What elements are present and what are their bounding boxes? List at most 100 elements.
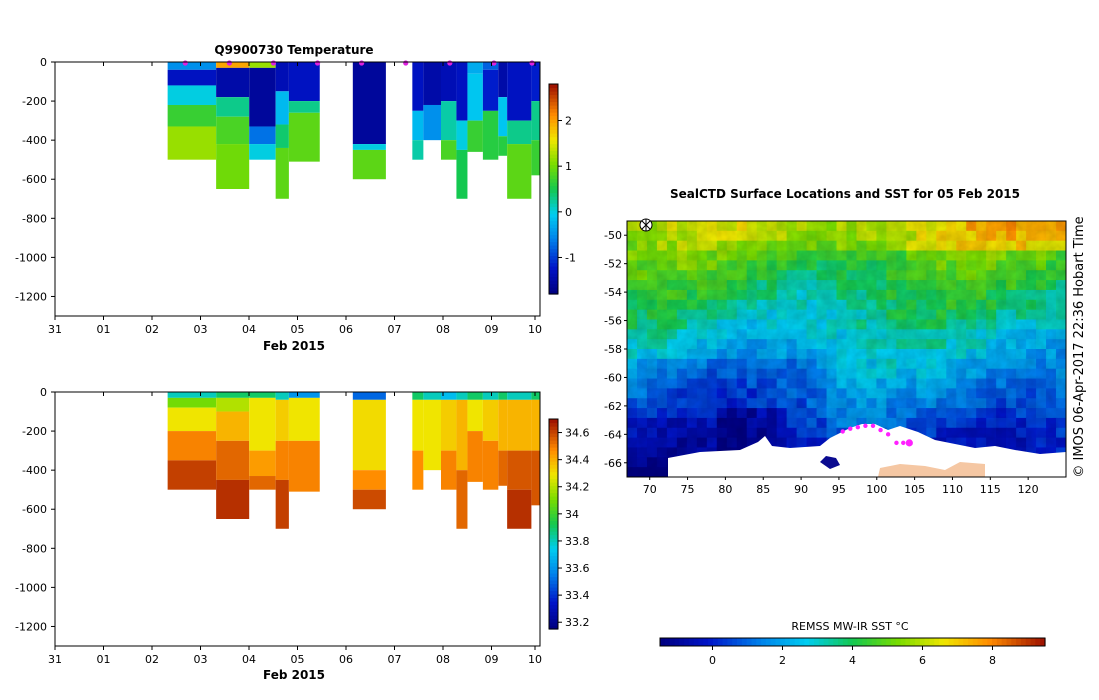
y-tick-label-6: -1200 <box>15 290 47 303</box>
colorbar-step-29 <box>549 524 558 529</box>
profile-marker-1 <box>226 60 232 66</box>
colorbar-step-40 <box>549 485 558 490</box>
profile-3-layer-3 <box>275 147 289 199</box>
profile-3-layer-1 <box>275 91 289 125</box>
profile-0-layer-3 <box>167 104 217 127</box>
colorbar-step-46 <box>549 129 558 134</box>
profile-2-layer-0 <box>249 392 276 398</box>
sst-colorbar-step-9 <box>703 638 709 646</box>
colorbar-tick-label-0: -1 <box>565 251 576 264</box>
lat-tick-label-4: -58 <box>604 343 622 356</box>
sst-colorbar-step-79 <box>1040 638 1046 646</box>
colorbar-step-39 <box>549 489 558 494</box>
temperature-cells <box>167 62 541 199</box>
colorbar-step-44 <box>549 136 558 141</box>
colorbar-step-43 <box>549 475 558 480</box>
sst-colorbar-step-6 <box>688 638 695 646</box>
north-arrow-icon <box>639 218 653 232</box>
colorbar-step-6 <box>549 604 558 609</box>
sst-colorbar-label: REMSS MW-IR SST °C <box>791 620 909 633</box>
colorbar-step-41 <box>549 482 558 487</box>
x-tick-label-8: 08 <box>436 323 450 336</box>
profile-13-layer-2 <box>507 144 532 199</box>
temperature-title: Q9900730 Temperature <box>214 43 373 57</box>
sst-colorbar-step-3 <box>674 638 680 646</box>
sst-colorbar-step-17 <box>741 638 748 646</box>
seal-location-6 <box>885 432 891 437</box>
colorbar-step-11 <box>549 252 558 257</box>
profile-0-layer-2 <box>167 85 217 105</box>
sst-colorbar-step-54 <box>919 638 926 646</box>
colorbar-step-10 <box>549 255 558 260</box>
seal-location-3 <box>863 423 868 428</box>
sst-colorbar-step-66 <box>977 638 984 646</box>
profile-3-layer-2 <box>275 440 289 480</box>
profile-10-layer-2 <box>467 431 483 482</box>
colorbar-step-18 <box>549 227 558 232</box>
sst-colorbar-step-8 <box>698 638 704 646</box>
colorbar-step-54 <box>549 101 558 106</box>
sst-colorbar-step-68 <box>987 638 993 646</box>
sst-colorbar-step-27 <box>789 638 796 646</box>
colorbar-step-8 <box>549 597 558 602</box>
profile-13-layer-1 <box>507 399 532 451</box>
profile-2-layer-3 <box>249 476 276 490</box>
sst-colorbar-step-39 <box>847 638 854 646</box>
colorbar-step-58 <box>549 422 558 427</box>
profile-10-layer-1 <box>467 73 483 121</box>
sst-colorbar-step-43 <box>866 638 873 646</box>
colorbar-step-36 <box>549 164 558 169</box>
lon-tick-label-7: 105 <box>904 483 925 496</box>
profile-11-layer-0 <box>482 392 499 400</box>
sst-colorbar-step-25 <box>780 638 786 646</box>
colorbar-step-51 <box>549 447 558 452</box>
profile-0-layer-4 <box>167 126 217 160</box>
profile-14-layer-0 <box>531 392 541 400</box>
profile-4-layer-0 <box>288 392 320 398</box>
land-area <box>878 462 985 477</box>
y-tick-label-1: -200 <box>22 425 47 438</box>
colorbar-tick-label-7: 34.6 <box>565 427 590 440</box>
profile-11-layer-1 <box>482 69 499 111</box>
profile-4-layer-1 <box>288 101 320 113</box>
profile-2-layer-2 <box>249 126 276 145</box>
sst-colorbar-step-21 <box>761 638 767 646</box>
colorbar-step-5 <box>549 608 558 613</box>
colorbar-step-34 <box>549 171 558 176</box>
profile-1-layer-3 <box>216 116 250 145</box>
colorbar-step-32 <box>549 513 558 518</box>
colorbar-step-45 <box>549 468 558 473</box>
colorbar-step-11 <box>549 587 558 592</box>
colorbar-step-23 <box>549 545 558 550</box>
sst-colorbar-step-48 <box>891 638 897 646</box>
profile-8-layer-0 <box>441 62 457 102</box>
profile-13-layer-2 <box>507 450 532 490</box>
temperature-panel: Q9900730 Temperature 0 -200 -400 -600 -800 -1… <box>15 43 576 353</box>
profile-marker-6 <box>447 60 453 66</box>
sst-colorbar-step-46 <box>881 638 887 646</box>
profile-1-layer-2 <box>216 411 250 441</box>
y-tick-label-0: 0 <box>40 56 47 69</box>
lat-tick-label-6: -62 <box>604 400 622 413</box>
sst-colorbar-tick-label-4: 8 <box>989 654 996 667</box>
sst-colorbar-step-29 <box>799 638 805 646</box>
sst-colorbar-step-72 <box>1006 638 1012 646</box>
temperature-colorbar <box>549 84 558 295</box>
lat-tick-label-1: -52 <box>604 258 622 271</box>
x-tick-label-7: 07 <box>388 323 402 336</box>
profile-5-layer-1 <box>352 144 386 150</box>
colorbar-step-9 <box>549 594 558 599</box>
profile-8-layer-2 <box>441 140 457 160</box>
colorbar-step-56 <box>549 94 558 99</box>
colorbar-step-39 <box>549 154 558 159</box>
sst-colorbar-step-13 <box>722 638 728 646</box>
x-tick-label-6: 06 <box>339 653 353 666</box>
profile-6-layer-2 <box>412 450 424 490</box>
sst-colorbar-step-55 <box>924 638 931 646</box>
sst-colorbar-step-12 <box>717 638 724 646</box>
colorbar-step-35 <box>549 168 558 173</box>
profile-12-layer-1 <box>498 399 508 451</box>
colorbar-step-15 <box>549 238 558 243</box>
sst-colorbar-step-65 <box>972 638 979 646</box>
colorbar-step-22 <box>549 548 558 553</box>
